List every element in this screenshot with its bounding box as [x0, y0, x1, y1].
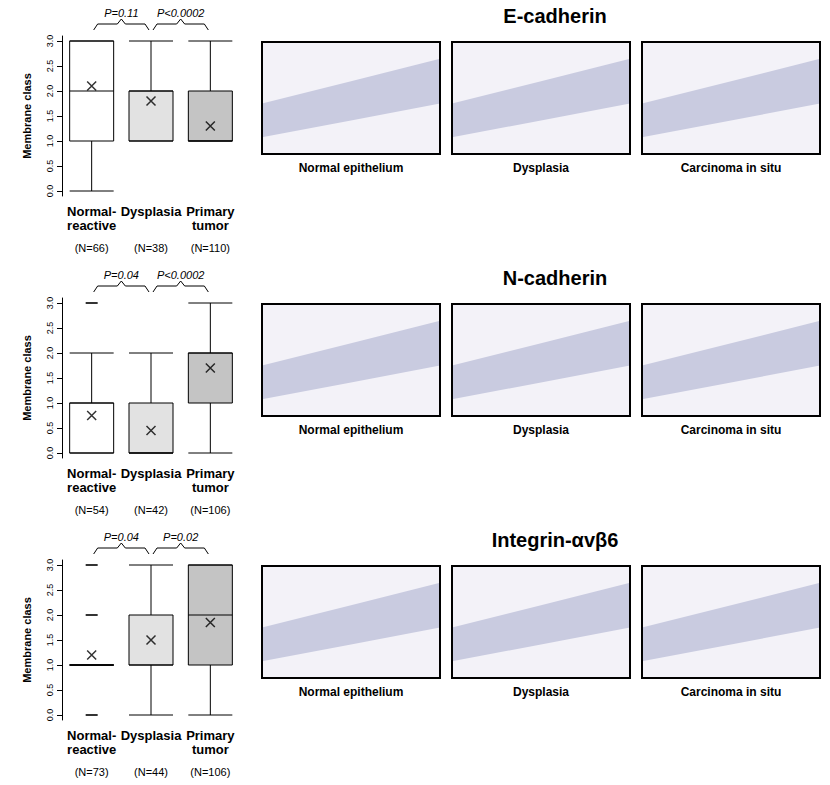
svg-text:N-cadherin: N-cadherin: [503, 267, 607, 289]
svg-text:Normal-: Normal-: [67, 728, 116, 743]
svg-text:Normal epithelium: Normal epithelium: [299, 161, 404, 175]
svg-text:2.0: 2.0: [45, 609, 55, 622]
svg-text:2.5: 2.5: [45, 60, 55, 73]
svg-text:(N=73): (N=73): [75, 766, 109, 778]
svg-text:1.5: 1.5: [45, 634, 55, 647]
svg-text:Dysplasia: Dysplasia: [121, 728, 182, 743]
svg-text:P=0.04: P=0.04: [104, 531, 139, 543]
svg-text:Normal epithelium: Normal epithelium: [299, 423, 404, 437]
svg-text:(N=38): (N=38): [134, 242, 168, 254]
svg-text:0.5: 0.5: [45, 422, 55, 435]
svg-text:(N=44): (N=44): [134, 766, 168, 778]
svg-text:reactive: reactive: [67, 742, 116, 757]
svg-text:P=0.02: P=0.02: [163, 531, 198, 543]
svg-text:reactive: reactive: [67, 480, 116, 495]
svg-text:Normal-: Normal-: [67, 466, 116, 481]
svg-text:P=0.04: P=0.04: [104, 269, 139, 281]
svg-text:Normal-: Normal-: [67, 204, 116, 219]
svg-text:reactive: reactive: [67, 218, 116, 233]
svg-text:Integrin-αvβ6: Integrin-αvβ6: [492, 529, 619, 551]
svg-text:0.0: 0.0: [45, 447, 55, 460]
svg-text:Primary: Primary: [186, 728, 235, 743]
svg-text:Primary: Primary: [186, 204, 235, 219]
svg-text:(N=54): (N=54): [75, 504, 109, 516]
svg-text:tumor: tumor: [192, 480, 229, 495]
svg-text:Membrane class: Membrane class: [21, 597, 33, 683]
svg-text:(N=106): (N=106): [190, 504, 230, 516]
svg-text:3.0: 3.0: [45, 559, 55, 572]
svg-text:3.0: 3.0: [45, 297, 55, 310]
svg-text:Carcinoma in situ: Carcinoma in situ: [681, 685, 782, 699]
svg-text:Dysplasia: Dysplasia: [513, 423, 569, 437]
svg-text:2.5: 2.5: [45, 322, 55, 335]
svg-text:1.5: 1.5: [45, 372, 55, 385]
svg-text:2.5: 2.5: [45, 584, 55, 597]
svg-text:P<0.0002: P<0.0002: [157, 7, 204, 19]
svg-text:Membrane class: Membrane class: [21, 73, 33, 159]
svg-text:tumor: tumor: [192, 218, 229, 233]
svg-text:1.0: 1.0: [45, 659, 55, 672]
svg-text:(N=106): (N=106): [190, 766, 230, 778]
svg-text:0.0: 0.0: [45, 709, 55, 722]
svg-text:(N=42): (N=42): [134, 504, 168, 516]
svg-text:Dysplasia: Dysplasia: [121, 466, 182, 481]
svg-text:tumor: tumor: [192, 742, 229, 757]
svg-text:Carcinoma in situ: Carcinoma in situ: [681, 423, 782, 437]
svg-text:Membrane class: Membrane class: [21, 335, 33, 421]
svg-text:2.0: 2.0: [45, 85, 55, 98]
svg-text:2.0: 2.0: [45, 347, 55, 360]
svg-text:E-cadherin: E-cadherin: [503, 5, 606, 27]
svg-text:(N=66): (N=66): [75, 242, 109, 254]
svg-text:Dysplasia: Dysplasia: [513, 161, 569, 175]
svg-text:0.5: 0.5: [45, 684, 55, 697]
svg-text:1.0: 1.0: [45, 135, 55, 148]
svg-text:3.0: 3.0: [45, 35, 55, 48]
svg-text:0.5: 0.5: [45, 160, 55, 173]
svg-text:1.0: 1.0: [45, 397, 55, 410]
svg-text:0.0: 0.0: [45, 185, 55, 198]
svg-text:(N=110): (N=110): [191, 242, 230, 254]
svg-text:Dysplasia: Dysplasia: [121, 204, 182, 219]
svg-text:1.5: 1.5: [45, 110, 55, 123]
svg-text:Normal epithelium: Normal epithelium: [299, 685, 404, 699]
svg-text:Dysplasia: Dysplasia: [513, 685, 569, 699]
svg-text:P<0.0002: P<0.0002: [157, 269, 204, 281]
svg-text:P=0.11: P=0.11: [104, 7, 138, 19]
svg-text:Primary: Primary: [186, 466, 235, 481]
svg-text:Carcinoma in situ: Carcinoma in situ: [681, 161, 782, 175]
